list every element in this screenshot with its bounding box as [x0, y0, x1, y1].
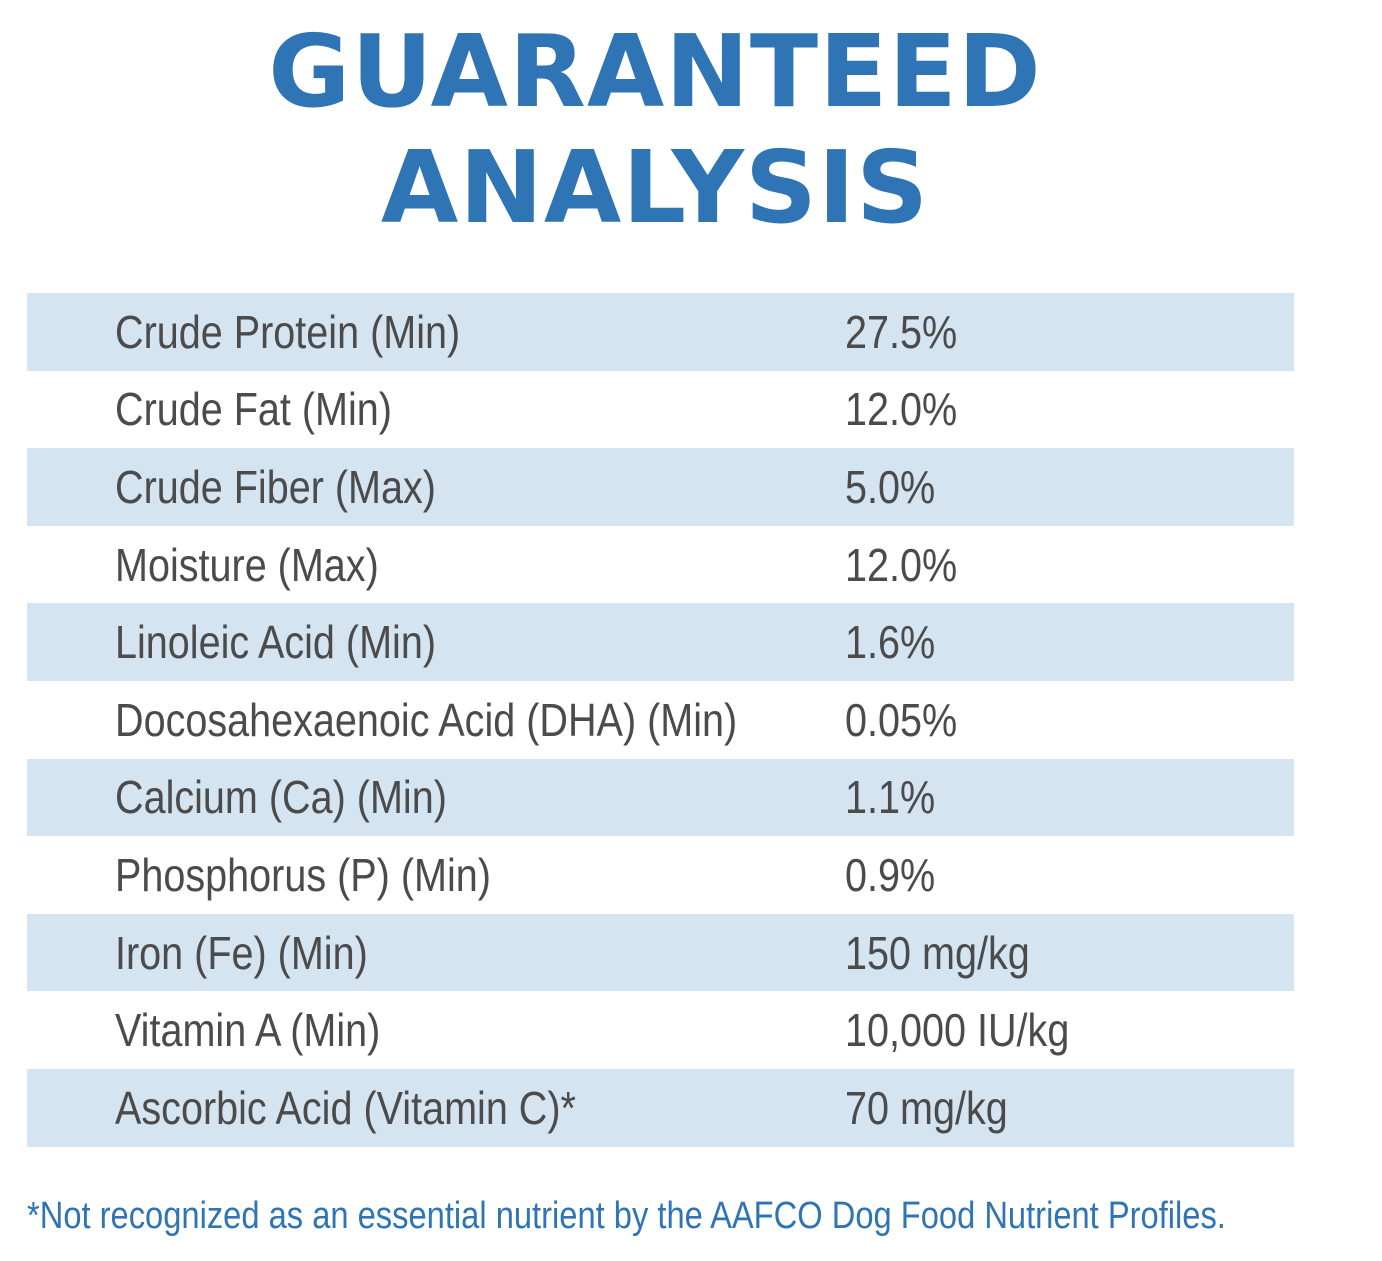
table-row: Moisture (Max) 12.0%: [27, 526, 1294, 604]
nutrient-name: Crude Protein (Min): [115, 305, 461, 358]
nutrient-name: Crude Fat (Min): [115, 383, 392, 436]
table-row: Phosphorus (P) (Min) 0.9%: [27, 836, 1294, 914]
nutrient-value: 70 mg/kg: [845, 1081, 1008, 1134]
table-row: Docosahexaenoic Acid (DHA) (Min) 0.05%: [27, 681, 1294, 759]
nutrient-name: Linoleic Acid (Min): [115, 616, 437, 669]
nutrient-value: 12.0%: [845, 383, 958, 436]
nutrient-value: 1.6%: [845, 616, 936, 669]
table-row: Iron (Fe) (Min) 150 mg/kg: [27, 913, 1294, 992]
footnote: *Not recognized as an essential nutrient…: [27, 1195, 1226, 1237]
nutrient-name: Calcium (Ca) (Min): [115, 771, 447, 824]
nutrient-name: Vitamin A (Min): [115, 1004, 381, 1057]
nutrient-value: 0.9%: [845, 848, 936, 901]
nutrient-name: Phosphorus (P) (Min): [115, 848, 491, 901]
analysis-table: Crude Protein (Min) 27.5% Crude Fat (Min…: [27, 293, 1294, 1147]
table-row: Crude Fiber (Max) 5.0%: [27, 448, 1294, 526]
nutrient-name: Moisture (Max): [115, 538, 379, 591]
page-title-line-1: GUARANTEED: [268, 13, 1042, 130]
nutrient-name: Crude Fiber (Max): [115, 460, 436, 513]
nutrient-value: 0.05%: [845, 693, 958, 746]
table-row: Ascorbic Acid (Vitamin C)* 70 mg/kg: [27, 1068, 1294, 1147]
nutrient-name: Docosahexaenoic Acid (DHA) (Min): [115, 693, 738, 746]
table-row: Vitamin A (Min) 10,000 IU/kg: [27, 991, 1294, 1069]
page-title-line-2: ANALYSIS: [380, 129, 930, 246]
table-row: Crude Fat (Min) 12.0%: [27, 371, 1294, 449]
table-row: Calcium (Ca) (Min) 1.1%: [27, 758, 1294, 837]
nutrient-value: 10,000 IU/kg: [845, 1004, 1070, 1057]
nutrient-value: 27.5%: [845, 305, 958, 358]
table-row: Linoleic Acid (Min) 1.6%: [27, 603, 1294, 681]
table-row: Crude Protein (Min) 27.5%: [27, 293, 1294, 371]
nutrient-value: 5.0%: [845, 460, 936, 513]
nutrient-name: Iron (Fe) (Min): [115, 926, 368, 979]
nutrient-name: Ascorbic Acid (Vitamin C)*: [115, 1081, 576, 1134]
nutrient-value: 1.1%: [845, 771, 936, 824]
nutrient-value: 12.0%: [845, 538, 958, 591]
nutrient-value: 150 mg/kg: [845, 926, 1030, 979]
